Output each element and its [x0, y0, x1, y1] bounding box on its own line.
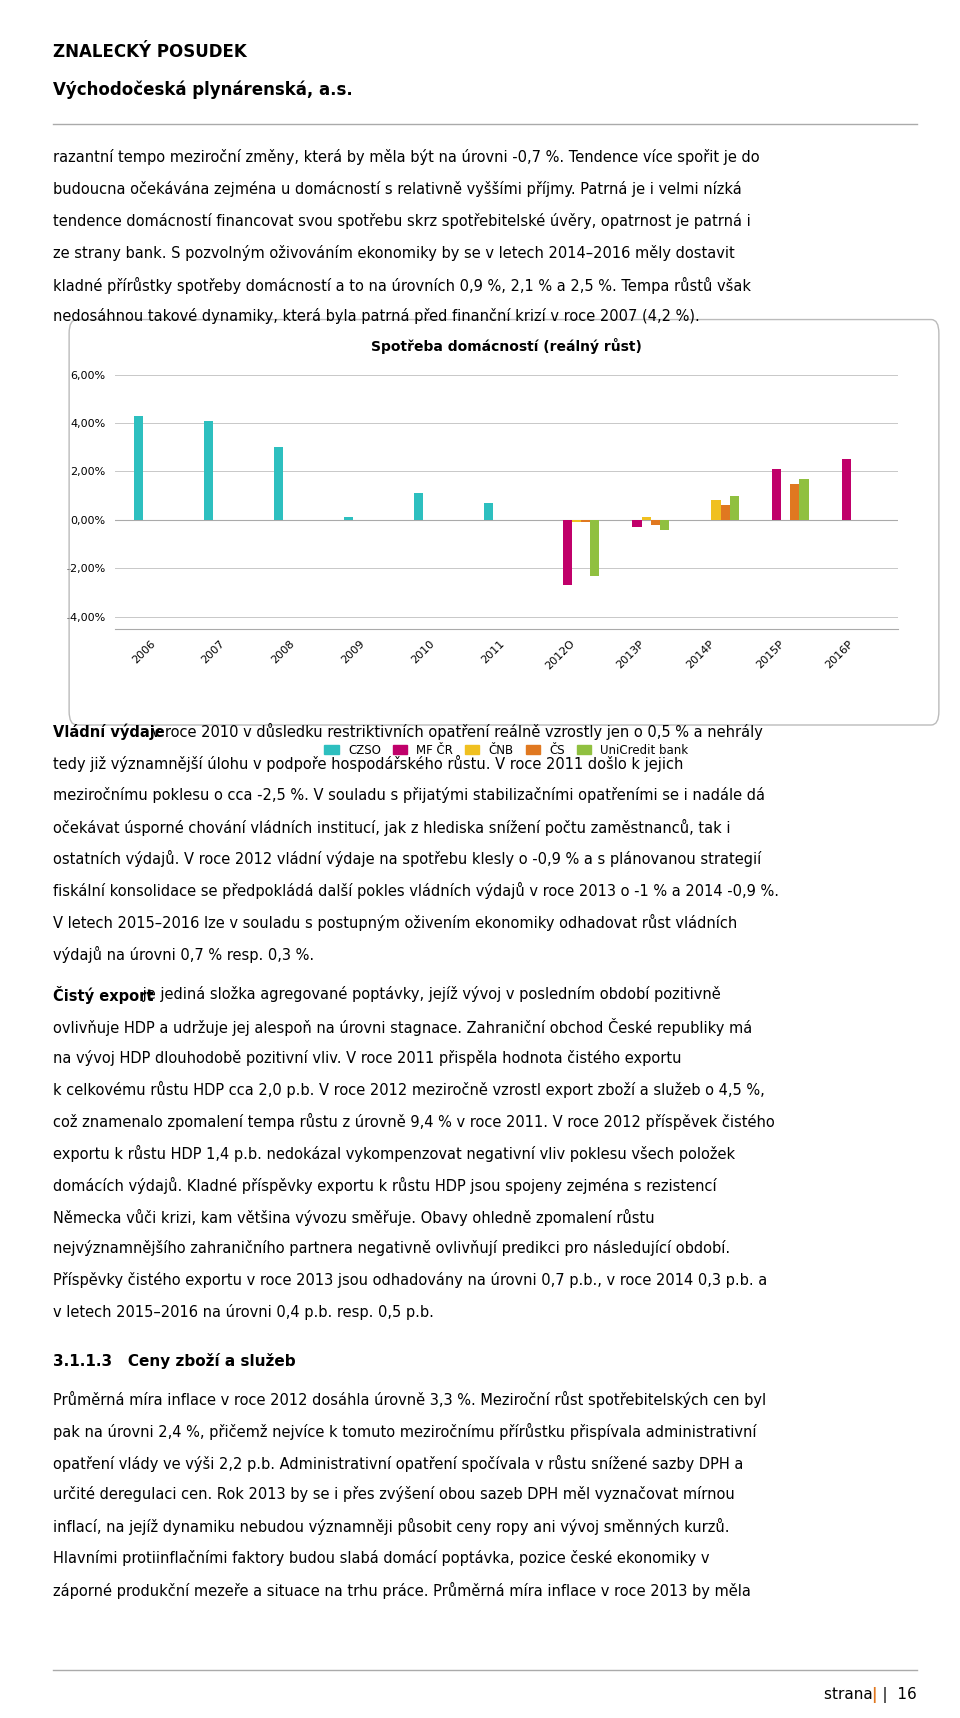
- Text: na vývoj HDP dlouhodobě pozitivní vliv. V roce 2011 přispěla hodnota čistého exp: na vývoj HDP dlouhodobě pozitivní vliv. …: [53, 1050, 682, 1065]
- Bar: [589, 521, 599, 576]
- Text: opatření vlády ve výši 2,2 p.b. Administrativní opatření spočívala v růstu sníže: opatření vlády ve výši 2,2 p.b. Administ…: [53, 1455, 743, 1472]
- Bar: [711, 500, 721, 521]
- Text: Hlavními protiinflačními faktory budou slabá domácí poptávka, pozice české ekono: Hlavními protiinflačními faktory budou s…: [53, 1550, 709, 1567]
- Text: fiskální konsolidace se předpokládá další pokles vládních výdajů v roce 2013 o -: fiskální konsolidace se předpokládá dalš…: [53, 881, 779, 899]
- Text: tedy již významnější úlohu v podpoře hospodářského růstu. V roce 2011 došlo k je: tedy již významnější úlohu v podpoře hos…: [53, 754, 684, 771]
- Text: určité deregulaci cen. Rok 2013 by se i přes zvýšení obou sazeb DPH měl vyznačov: určité deregulaci cen. Rok 2013 by se i …: [53, 1486, 734, 1503]
- Text: v letech 2015–2016 na úrovni 0,4 p.b. resp. 0,5 p.b.: v letech 2015–2016 na úrovni 0,4 p.b. re…: [53, 1304, 434, 1319]
- Text: nejvýznamnějšího zahraničního partnera negativně ovlivňují predikci pro následuj: nejvýznamnějšího zahraničního partnera n…: [53, 1240, 730, 1256]
- Bar: [484, 503, 492, 521]
- Text: Vládní výdaje: Vládní výdaje: [53, 723, 164, 740]
- Bar: [563, 521, 572, 586]
- Bar: [414, 493, 423, 521]
- Text: ovlivňuje HDP a udržuje jej alespoň na úrovni stagnace. Zahraniční obchod České : ovlivňuje HDP a udržuje jej alespoň na ú…: [53, 1017, 752, 1036]
- Text: ze strany bank. S pozvolným oživováním ekonomiky by se v letech 2014–2016 měly d: ze strany bank. S pozvolným oživováním e…: [53, 244, 734, 261]
- Text: k celkovému růstu HDP cca 2,0 p.b. V roce 2012 meziročně vzrostl export zboží a : k celkovému růstu HDP cca 2,0 p.b. V roc…: [53, 1082, 764, 1098]
- Text: V letech 2015–2016 lze v souladu s postupným oživením ekonomiky odhadovat růst v: V letech 2015–2016 lze v souladu s postu…: [53, 914, 737, 931]
- Bar: [651, 521, 660, 524]
- Text: ZNALECKÝ POSUDEK: ZNALECKÝ POSUDEK: [53, 43, 247, 60]
- Bar: [790, 483, 800, 521]
- Bar: [134, 416, 143, 521]
- Bar: [842, 459, 852, 521]
- Text: strana  |  16: strana | 16: [824, 1687, 917, 1703]
- Text: 3.1.1.3   Ceny zboží a služeb: 3.1.1.3 Ceny zboží a služeb: [53, 1354, 296, 1369]
- Text: je jediná složka agregované poptávky, jejíž vývoj v posledním období pozitivně: je jediná složka agregované poptávky, je…: [138, 986, 721, 1002]
- Text: v roce 2010 v důsledku restriktivních opatření reálně vzrostly jen o 0,5 % a neh: v roce 2010 v důsledku restriktivních op…: [147, 723, 763, 740]
- Text: Průměrná míra inflace v roce 2012 dosáhla úrovně 3,3 %. Meziroční růst spotřebit: Průměrná míra inflace v roce 2012 dosáhl…: [53, 1392, 766, 1409]
- Text: ostatních výdajů. V roce 2012 vládní výdaje na spotřebu klesly o -0,9 % a s plán: ostatních výdajů. V roce 2012 vládní výd…: [53, 850, 761, 868]
- Bar: [633, 521, 641, 527]
- Text: domácích výdajů. Kladné příspěvky exportu k růstu HDP jsou spojeny zejména s rez: domácích výdajů. Kladné příspěvky export…: [53, 1177, 716, 1194]
- Bar: [204, 421, 213, 521]
- Bar: [730, 495, 738, 521]
- Bar: [641, 517, 651, 521]
- Bar: [660, 521, 669, 529]
- Text: Čistý export: Čistý export: [53, 986, 154, 1003]
- Text: očekávat úsporné chování vládních institucí, jak z hlediska snížení počtu zaměst: očekávat úsporné chování vládních instit…: [53, 818, 731, 835]
- Bar: [581, 521, 589, 522]
- Text: Východočeská plynárenská, a.s.: Východočeská plynárenská, a.s.: [53, 81, 352, 100]
- Bar: [772, 469, 781, 521]
- Text: budoucna očekávána zejména u domácností s relativně vyššími příjmy. Patrná je i : budoucna očekávána zejména u domácností …: [53, 180, 741, 198]
- Text: tendence domácností financovat svou spotřebu skrz spotřebitelské úvěry, opatrnos: tendence domácností financovat svou spot…: [53, 213, 751, 228]
- Bar: [275, 447, 283, 521]
- Text: exportu k růstu HDP 1,4 p.b. nedokázal vykompenzovat negativní vliv poklesu všec: exportu k růstu HDP 1,4 p.b. nedokázal v…: [53, 1144, 735, 1161]
- Legend: CZSO, MF ČR, ČNB, ČS, UniCredit bank: CZSO, MF ČR, ČNB, ČS, UniCredit bank: [320, 739, 693, 761]
- Text: kladné přírůstky spotřeby domácností a to na úrovních 0,9 %, 2,1 % a 2,5 %. Temp: kladné přírůstky spotřeby domácností a t…: [53, 277, 751, 294]
- Text: razantní tempo meziroční změny, která by měla být na úrovni -0,7 %. Tendence víc: razantní tempo meziroční změny, která by…: [53, 149, 759, 165]
- Text: |: |: [871, 1687, 876, 1703]
- Title: Spotřeba domácností (reálný růst): Spotřeba domácností (reálný růst): [371, 338, 642, 354]
- Text: nedosáhnou takové dynamiky, která byla patrná před finanční krizí v roce 2007 (4: nedosáhnou takové dynamiky, která byla p…: [53, 309, 700, 325]
- Bar: [800, 479, 808, 521]
- Text: Příspěvky čistého exportu v roce 2013 jsou odhadovány na úrovni 0,7 p.b., v roce: Příspěvky čistého exportu v roce 2013 js…: [53, 1271, 767, 1288]
- Text: inflací, na jejíž dynamiku nebudou významněji působit ceny ropy ani vývoj směnný: inflací, na jejíž dynamiku nebudou význa…: [53, 1519, 730, 1536]
- Bar: [572, 521, 581, 522]
- Text: výdajů na úrovni 0,7 % resp. 0,3 %.: výdajů na úrovni 0,7 % resp. 0,3 %.: [53, 945, 314, 962]
- Bar: [721, 505, 730, 521]
- Text: záporné produkční mezeře a situace na trhu práce. Průměrná míra inflace v roce 2: záporné produkční mezeře a situace na tr…: [53, 1582, 751, 1599]
- Text: meziročnímu poklesu o cca -2,5 %. V souladu s přijatými stabilizačními opatřením: meziročnímu poklesu o cca -2,5 %. V soul…: [53, 787, 765, 802]
- Text: Německa vůči krizi, kam většina vývozu směřuje. Obavy ohledně zpomalení růstu: Německa vůči krizi, kam většina vývozu s…: [53, 1209, 655, 1225]
- Text: což znamenalo zpomalení tempa růstu z úrovně 9,4 % v roce 2011. V roce 2012 přís: což znamenalo zpomalení tempa růstu z úr…: [53, 1113, 775, 1130]
- Bar: [344, 517, 353, 521]
- Text: pak na úrovni 2,4 %, přičemž nejvíce k tomuto meziročnímu přírůstku přispívala a: pak na úrovni 2,4 %, přičemž nejvíce k t…: [53, 1423, 756, 1440]
